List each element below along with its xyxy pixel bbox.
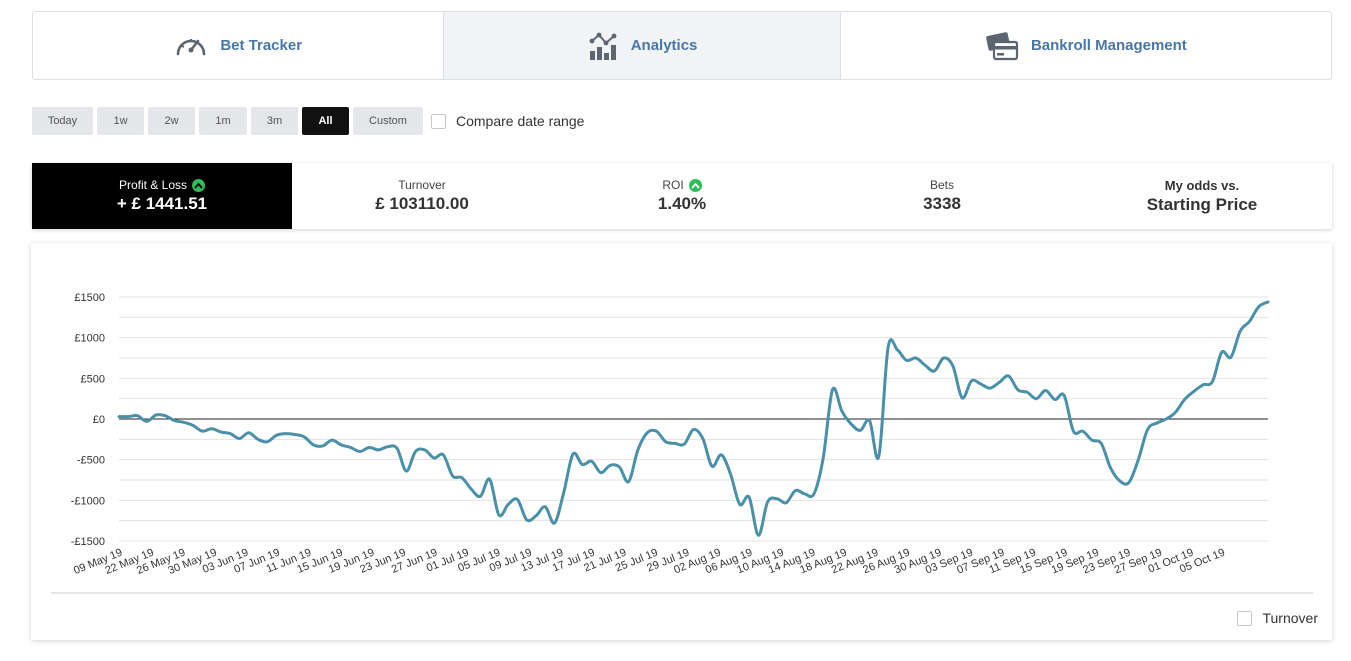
range-3m-button[interactable]: 3m: [251, 107, 298, 135]
y-tick-label: £500: [81, 373, 105, 385]
main-nav: Bet Tracker Analytics: [32, 11, 1332, 80]
profit-loss-series-line: [117, 300, 1270, 537]
tab-bet-tracker[interactable]: Bet Tracker: [33, 12, 445, 79]
analytics-chart-icon: [587, 31, 619, 61]
profit-loss-chart-card: £1500 £1000 £500 £0 -£500 -£1000 -£1500 09 May …: [31, 243, 1332, 640]
stats-bar: Profit & Loss + £ 1441.51 Turnover £ 103…: [32, 163, 1332, 229]
trend-up-icon: [192, 178, 206, 192]
y-tick-label: £0: [93, 414, 105, 426]
range-1w-button[interactable]: 1w: [97, 107, 144, 135]
compare-date-range-checkbox[interactable]: [431, 113, 446, 129]
stat-profit-loss[interactable]: Profit & Loss + £ 1441.51: [32, 163, 292, 229]
odds-line1: My odds vs.: [1164, 177, 1240, 193]
range-1m-button[interactable]: 1m: [199, 107, 247, 135]
y-tick-label: £1000: [74, 333, 105, 345]
turnover-label: Turnover: [398, 178, 446, 192]
compare-date-range-label: Compare date range: [456, 113, 585, 129]
date-range-selector: Today 1w 2w 1m 3m All Custom Compare dat…: [32, 107, 584, 135]
stat-bets[interactable]: Bets 3338: [812, 163, 1072, 229]
y-tick-label: -£1000: [71, 495, 105, 507]
tab-bankroll-management[interactable]: Bankroll Management: [841, 12, 1331, 79]
profit-loss-value: + £ 1441.51: [116, 194, 208, 213]
credit-cards-icon: [985, 30, 1019, 62]
range-custom-button[interactable]: Custom: [353, 107, 423, 135]
range-today-button[interactable]: Today: [32, 107, 93, 135]
range-all-button[interactable]: All: [302, 107, 349, 135]
compare-date-range[interactable]: Compare date range: [431, 113, 584, 129]
bets-value: 3338: [923, 194, 961, 213]
speedometer-icon: [174, 32, 208, 60]
tab-bankroll-label: Bankroll Management: [1030, 37, 1187, 54]
stat-odds-vs-sp[interactable]: My odds vs. Starting Price: [1072, 163, 1332, 229]
turnover-value: £ 103110.00: [375, 194, 469, 213]
bets-label: Bets: [929, 178, 954, 192]
y-tick-label: -£1500: [71, 536, 105, 548]
range-2w-button[interactable]: 2w: [148, 107, 195, 135]
stat-roi[interactable]: ROI 1.40%: [552, 163, 812, 229]
tab-bet-tracker-label: Bet Tracker: [220, 37, 303, 54]
y-tick-label: £1500: [74, 292, 105, 304]
stat-turnover[interactable]: Turnover £ 103110.00: [292, 163, 552, 229]
tab-analytics-label: Analytics: [630, 37, 698, 54]
trend-up-icon: [688, 178, 702, 192]
turnover-toggle[interactable]: Turnover: [1237, 610, 1318, 626]
roi-label: ROI: [662, 178, 684, 192]
turnover-toggle-label: Turnover: [1262, 610, 1318, 626]
profit-loss-label: Profit & Loss: [118, 178, 188, 192]
odds-line2: Starting Price: [1146, 194, 1258, 214]
turnover-checkbox[interactable]: [1237, 610, 1253, 626]
y-tick-label: -£500: [77, 455, 105, 467]
tab-analytics[interactable]: Analytics: [444, 12, 841, 79]
roi-value: 1.40%: [657, 194, 707, 213]
